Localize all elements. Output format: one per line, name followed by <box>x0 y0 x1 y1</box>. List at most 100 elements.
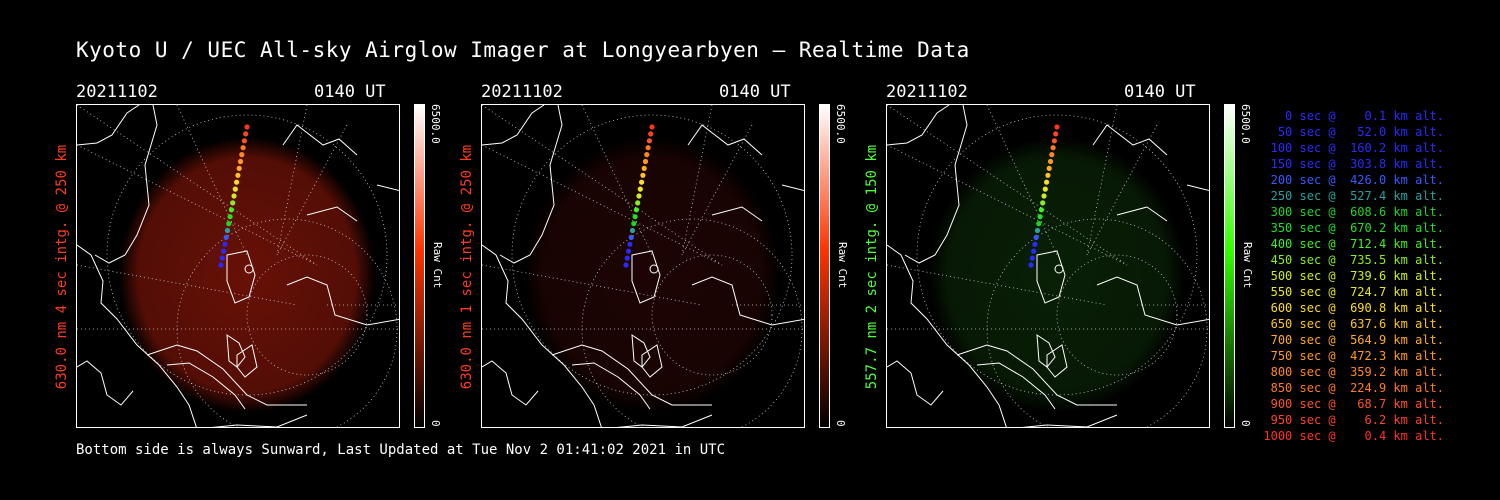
trajectory-point <box>639 179 645 185</box>
trajectory-point <box>226 221 232 227</box>
legend-row: 850 sec @ 224.9 km alt. <box>1263 381 1444 395</box>
trajectory-point <box>641 165 647 171</box>
legend-row: 700 sec @ 564.9 km alt. <box>1263 333 1444 347</box>
page-title: Kyoto U / UEC All-sky Airglow Imager at … <box>76 38 970 62</box>
trajectory-point <box>646 138 652 144</box>
trajectory-point <box>627 241 633 247</box>
trajectory-point <box>231 193 237 199</box>
trajectory-point <box>1054 124 1060 130</box>
trajectory-point <box>241 138 247 144</box>
coastline <box>1021 124 1209 427</box>
trajectory-point <box>629 227 636 234</box>
legend-row: 500 sec @ 739.6 km alt. <box>1263 269 1444 283</box>
trajectory-point <box>243 131 249 137</box>
panel-3-colorbar-unit: Raw Cnt <box>1241 242 1254 289</box>
legend-row: 50 sec @ 52.0 km alt. <box>1263 125 1444 139</box>
panel-1-colorbar <box>414 104 425 428</box>
trajectory-point <box>228 207 234 213</box>
panel-3-ylabel: 557.7 nm 2 sec intg. @ 150 km <box>864 144 880 390</box>
trajectory-point <box>244 124 250 130</box>
panel-1-colorbar-max: 6500.0 <box>429 104 442 144</box>
trajectory-point <box>236 165 242 171</box>
sky-image <box>887 105 1209 427</box>
coastline <box>211 124 399 427</box>
panel-1-time: 0140 UT <box>314 82 386 102</box>
coastline <box>616 124 804 427</box>
legend-row: 300 sec @ 608.6 km alt. <box>1263 205 1444 219</box>
panel-2-time: 0140 UT <box>719 82 791 102</box>
trajectory-point <box>1053 131 1059 137</box>
panel-1-ylabel: 630.0 nm 4 sec intg. @ 250 km <box>54 144 70 390</box>
coastline <box>77 105 197 427</box>
airglow-emission <box>929 137 1185 413</box>
trajectory-point <box>1046 165 1052 171</box>
trajectory-point <box>1040 200 1046 206</box>
panel-2-colorbar-max: 6500.0 <box>834 104 847 144</box>
trajectory-point <box>240 145 246 151</box>
legend-row: 350 sec @ 670.2 km alt. <box>1263 221 1444 235</box>
trajectory-point <box>1038 207 1044 213</box>
coastline <box>551 334 712 410</box>
trajectory-point <box>218 262 224 268</box>
legend-row: 250 sec @ 527.4 km alt. <box>1263 189 1444 203</box>
coastline <box>482 105 602 427</box>
trajectory-legend: 0 sec @ 0.1 km alt. 50 sec @ 52.0 km alt… <box>1262 108 1444 444</box>
trajectory-point <box>237 158 244 165</box>
trajectory-point <box>633 207 639 213</box>
legend-row: 800 sec @ 359.2 km alt. <box>1263 365 1444 379</box>
airglow-emission <box>524 137 780 413</box>
trajectory-point <box>631 221 637 227</box>
footer-status: Bottom side is always Sunward, Last Upda… <box>76 442 726 458</box>
trajectory-point <box>635 200 641 206</box>
panel-2-colorbar <box>819 104 830 428</box>
trajectory-point <box>1049 152 1055 158</box>
trajectory-point <box>636 193 642 199</box>
panel-2-ylabel: 630.0 nm 1 sec intg. @ 250 km <box>459 144 475 390</box>
panel-2-date: 20211102 <box>481 82 563 102</box>
trajectory-point <box>648 131 654 137</box>
trajectory-point <box>644 152 650 158</box>
airglow-emission <box>119 137 375 413</box>
coastline <box>956 334 1117 410</box>
panel-2-colorbar-min: 0 <box>834 420 847 427</box>
legend-row: 750 sec @ 472.3 km alt. <box>1263 349 1444 363</box>
launch-site-marker <box>244 264 254 274</box>
trajectory-point <box>1032 241 1038 247</box>
trajectory-point <box>219 255 225 261</box>
panel-2-colorbar-unit: Raw Cnt <box>836 242 849 289</box>
legend-row: 200 sec @ 426.0 km alt. <box>1263 173 1444 187</box>
trajectory-point <box>626 248 632 254</box>
trajectory-point <box>1044 179 1050 185</box>
coastline <box>146 334 307 410</box>
trajectory-point <box>649 124 655 130</box>
panel-1-colorbar-min: 0 <box>429 420 442 427</box>
trajectory-point <box>1034 227 1041 234</box>
legend-row: 1000 sec @ 0.4 km alt. <box>1263 429 1444 443</box>
trajectory-point <box>227 214 233 220</box>
coastline <box>887 105 1007 427</box>
panel-3-colorbar <box>1224 104 1235 428</box>
trajectory-point <box>1045 172 1051 178</box>
legend-row: 400 sec @ 712.4 km alt. <box>1263 237 1444 251</box>
sky-image <box>482 105 804 427</box>
trajectory-point <box>235 172 241 178</box>
trajectory-point <box>223 234 229 240</box>
panel-3-image <box>886 104 1210 428</box>
panel-3-date: 20211102 <box>886 82 968 102</box>
trajectory-point <box>642 158 649 165</box>
panel-1-date: 20211102 <box>76 82 158 102</box>
legend-row: 600 sec @ 690.8 km alt. <box>1263 301 1444 315</box>
launch-site-marker <box>649 264 659 274</box>
legend-row: 550 sec @ 724.7 km alt. <box>1263 285 1444 299</box>
trajectory-point <box>1037 214 1043 220</box>
launch-site-marker <box>1054 264 1064 274</box>
legend-row: 150 sec @ 303.8 km alt. <box>1263 157 1444 171</box>
trajectory-point <box>224 227 231 234</box>
trajectory-point <box>222 241 228 247</box>
sky-image <box>77 105 399 427</box>
legend-row: 450 sec @ 735.5 km alt. <box>1263 253 1444 267</box>
trajectory-point <box>624 255 630 261</box>
trajectory-point <box>632 214 638 220</box>
trajectory-point <box>637 186 643 192</box>
legend-row: 950 sec @ 6.2 km alt. <box>1263 413 1444 427</box>
